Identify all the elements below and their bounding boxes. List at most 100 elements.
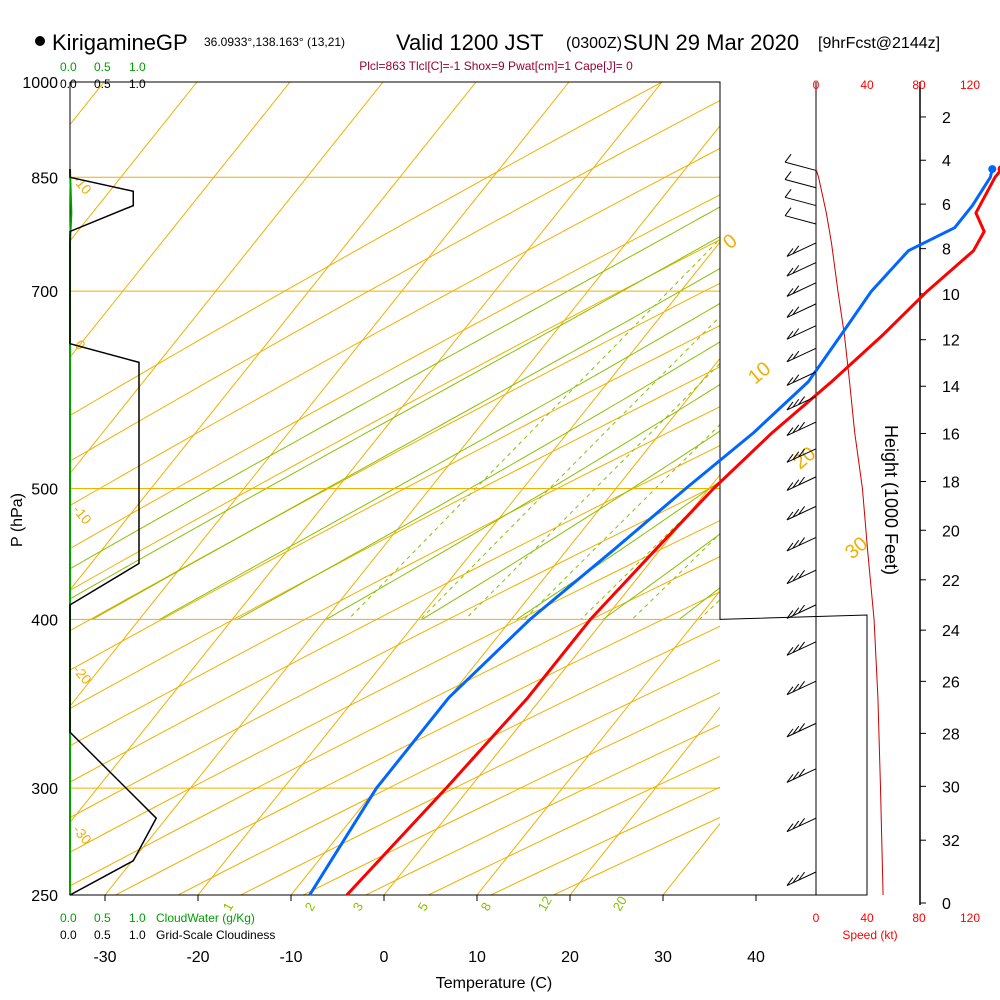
isotherm-line [476, 590, 720, 895]
dry-adiabat [70, 406, 720, 747]
dry-adiabat [70, 482, 720, 819]
wind-barb [786, 817, 817, 833]
y-axis-title: P (hPa) [9, 493, 26, 547]
wind-barb [786, 347, 817, 363]
height-tick-label: 28 [942, 726, 960, 743]
plot-frame [69, 81, 921, 905]
station-bullet-icon [35, 36, 45, 46]
height-tick-label: 6 [942, 197, 951, 214]
x-tick-label: 40 [747, 949, 765, 966]
wind-barb [786, 262, 817, 277]
speed-top-tick: 0 [813, 78, 820, 92]
wind-barb [784, 171, 817, 189]
dry-adiabat [70, 147, 720, 507]
isotherm-line [70, 82, 198, 242]
isotherm-line [70, 82, 384, 475]
dry-adiabat [70, 99, 720, 462]
wind-barb [786, 421, 817, 437]
y-tick-label: 850 [31, 170, 58, 187]
isotherm-line [70, 82, 291, 358]
mixing-ratio-label: 8 [478, 900, 495, 914]
wind-barb [786, 604, 817, 619]
cloudwater-profile [69, 169, 73, 895]
x-tick-label: 10 [468, 949, 486, 966]
wind-barb [786, 395, 817, 411]
cl-top-tick: 1.0 [129, 77, 146, 91]
cloudiness-label: Grid-Scale Cloudiness [156, 928, 275, 942]
height-tick-label: 0 [942, 896, 951, 913]
wind-barb [786, 242, 817, 257]
dry-adiabat [70, 445, 720, 783]
mixing-ratio-label: 2 [302, 900, 319, 914]
background-lines: 0 10 20 30 -10 0 -10 -20 -30 1 2 3 5 8 12 20 [70, 82, 1000, 914]
speed-axis-title: Speed (kt) [842, 928, 897, 942]
wind-barb [786, 569, 817, 585]
height-tick-label: 32 [942, 833, 960, 850]
wind-barb [786, 282, 817, 297]
height-tick-label: 2 [942, 110, 951, 127]
x-tick-label: -10 [279, 949, 302, 966]
dry-adiabat [70, 366, 720, 710]
clipped-grid [70, 82, 1000, 895]
cw-top-tick: 1.0 [129, 60, 146, 74]
moist-adiabat [421, 430, 720, 620]
wind-barb [786, 505, 817, 521]
x-tick-label: 20 [561, 949, 579, 966]
wind-speed-profile [815, 168, 884, 896]
x-tick-label: 0 [380, 949, 389, 966]
y-tick-label: 300 [31, 781, 58, 798]
cloudwater-label: CloudWater (g/Kg) [156, 911, 255, 925]
cw-top-tick: 0.5 [94, 60, 111, 74]
cw-bottom-tick: 0.0 [60, 911, 77, 925]
height-tick-label: 4 [942, 153, 951, 170]
mixing-ratio-label: 12 [535, 893, 555, 913]
wind-barb [786, 476, 817, 491]
mixing-ratio-line [523, 423, 720, 620]
height-tick-label: 14 [942, 379, 960, 396]
wind-barb [784, 207, 817, 225]
dry-adiabat-label: -30 [70, 822, 95, 848]
height-tick-label: 8 [942, 242, 951, 259]
top-scale-labels: 0.0 0.5 1.0 0.0 0.5 1.0 [60, 60, 146, 91]
forecast-tag: [9hrFcst@2144z] [818, 35, 940, 52]
dry-adiabat [115, 591, 720, 895]
dewpoint-profile [308, 168, 994, 896]
speed-scale: 0 40 80 120 0 40 80 120 [813, 78, 981, 925]
dry-adiabat-label: -10 [70, 502, 95, 528]
dry-adiabat [177, 625, 720, 895]
dry-adiabat [70, 324, 720, 671]
stability-indices: Plcl=863 Tlcl[C]=-1 Shox=9 Pwat[cm]=1 Ca… [359, 59, 633, 73]
isotherm-line [569, 706, 720, 895]
temperature-profile [345, 168, 1000, 897]
mixing-ratio-line [347, 238, 720, 620]
speed-top-tick: 80 [912, 78, 926, 92]
dry-adiabat [70, 282, 720, 632]
valid-time: Valid 1200 JST [396, 30, 544, 55]
wind-barb [786, 641, 817, 656]
height-tick-label: 12 [942, 333, 960, 350]
wind-barb [784, 188, 817, 207]
isotherm-line [756, 82, 1000, 895]
speed-bottom-tick: 40 [860, 911, 874, 925]
wind-barb [786, 303, 817, 318]
height-axis-title: Height (1000 Feet) [881, 425, 901, 575]
y-tick-label: 500 [31, 482, 58, 499]
dewpoint-surface-dot [988, 165, 997, 174]
speed-top-tick: 40 [860, 78, 874, 92]
moist-adiabat [70, 235, 720, 600]
cw-bottom-tick: 1.0 [129, 911, 146, 925]
mixing-ratio-line [420, 315, 720, 620]
wind-barb [784, 153, 817, 171]
dry-adiabat [70, 239, 720, 591]
moist-adiabat [70, 206, 720, 570]
height-tick-label: 22 [942, 573, 960, 590]
height-tick-label: 16 [942, 427, 960, 444]
x-axis-title: Temperature (C) [436, 975, 552, 992]
zulu-time: (0300Z) [566, 35, 622, 52]
dry-adiabat [70, 82, 663, 417]
y-tick-label: 400 [31, 612, 58, 629]
profiles [69, 165, 1000, 897]
